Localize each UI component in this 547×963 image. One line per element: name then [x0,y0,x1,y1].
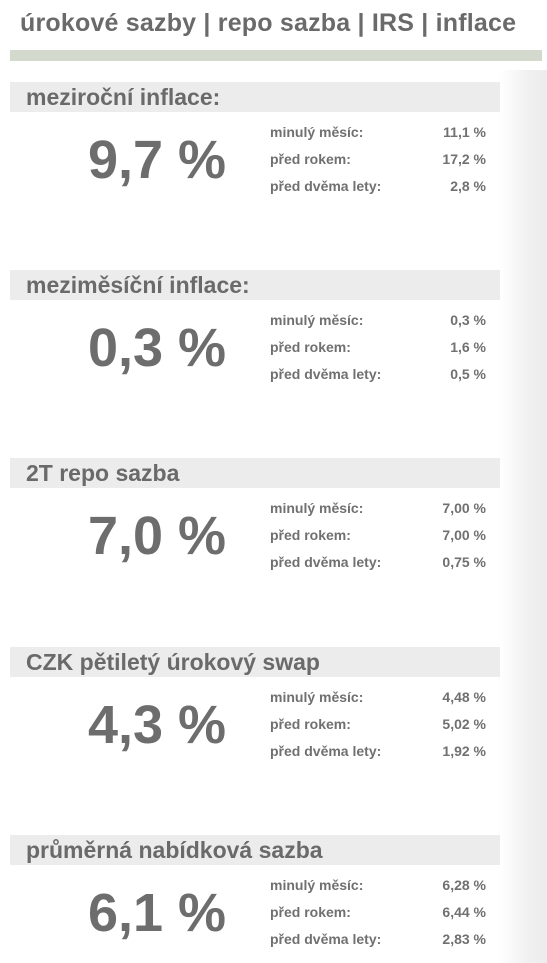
section-offer-rate: průměrná nabídková sazba 6,1 % minulý mě… [10,835,500,955]
main-value: 4,3 % [87,695,227,755]
comparison-value: 2,8 % [450,178,486,194]
section-title: CZK pětiletý úrokový swap [26,649,320,675]
comparison-row-last-month: minulý měsíc: 6,28 % [270,877,486,904]
comparison-row-two-years-ago: před dvěma lety: 2,83 % [270,931,486,958]
comparison-label: před dvěma lety: [270,366,382,382]
comparison-row-year-ago: před rokem: 1,6 % [270,339,486,366]
section-header: 2T repo sazba [10,458,500,488]
comparison-label: před rokem: [270,527,351,543]
section-repo-rate: 2T repo sazba 7,0 % minulý měsíc: 7,00 %… [10,458,500,578]
comparison-list: minulý měsíc: 7,00 % před rokem: 7,00 % … [270,500,486,581]
comparison-value: 6,44 % [442,904,486,920]
comparison-label: před dvěma lety: [270,554,382,570]
comparison-row-last-month: minulý měsíc: 4,48 % [270,689,486,716]
comparison-label: minulý měsíc: [270,124,364,140]
main-value: 7,0 % [87,506,227,566]
comparison-list: minulý měsíc: 6,28 % před rokem: 6,44 % … [270,877,486,958]
comparison-label: před rokem: [270,151,351,167]
comparison-label: minulý měsíc: [270,689,364,705]
comparison-label: před dvěma lety: [270,931,382,947]
comparison-label: před rokem: [270,339,351,355]
comparison-value: 0,3 % [450,312,486,328]
comparison-row-year-ago: před rokem: 17,2 % [270,151,486,178]
comparison-list: minulý měsíc: 4,48 % před rokem: 5,02 % … [270,689,486,770]
comparison-row-last-month: minulý měsíc: 0,3 % [270,312,486,339]
comparison-row-year-ago: před rokem: 5,02 % [270,716,486,743]
comparison-row-two-years-ago: před dvěma lety: 1,92 % [270,743,486,770]
section-title: průměrná nabídková sazba [26,837,323,863]
comparison-row-last-month: minulý měsíc: 11,1 % [270,124,486,151]
section-title: meziroční inflace: [26,84,221,110]
comparison-value: 0,5 % [450,366,486,382]
comparison-value: 7,00 % [442,527,486,543]
comparison-list: minulý měsíc: 0,3 % před rokem: 1,6 % př… [270,312,486,393]
comparison-row-year-ago: před rokem: 6,44 % [270,904,486,931]
section-header: meziroční inflace: [10,82,500,112]
comparison-label: před rokem: [270,904,351,920]
comparison-label: minulý měsíc: [270,312,364,328]
section-mom-inflation: meziměsíční inflace: 0,3 % minulý měsíc:… [10,270,500,390]
comparison-row-two-years-ago: před dvěma lety: 2,8 % [270,178,486,205]
comparison-value: 1,92 % [442,743,486,759]
section-title: 2T repo sazba [26,460,180,486]
comparison-value: 6,28 % [442,877,486,893]
section-header: CZK pětiletý úrokový swap [10,647,500,677]
right-edge-shadow [499,70,547,963]
comparison-label: minulý měsíc: [270,877,364,893]
comparison-value: 17,2 % [442,151,486,167]
comparison-label: před dvěma lety: [270,178,382,194]
section-czk-irs: CZK pětiletý úrokový swap 4,3 % minulý m… [10,647,500,767]
comparison-value: 4,48 % [442,689,486,705]
comparison-value: 5,02 % [442,716,486,732]
section-header: meziměsíční inflace: [10,270,500,300]
main-value: 6,1 % [87,883,227,943]
main-value: 9,7 % [87,130,227,190]
comparison-label: minulý měsíc: [270,500,364,516]
comparison-row-last-month: minulý měsíc: 7,00 % [270,500,486,527]
comparison-label: před dvěma lety: [270,743,382,759]
header-divider [10,50,542,61]
page-header: úrokové sazby | repo sazba | IRS | infla… [0,0,547,62]
comparison-value: 7,00 % [442,500,486,516]
comparison-value: 0,75 % [442,554,486,570]
section-title: meziměsíční inflace: [26,272,250,298]
section-yoy-inflation: meziroční inflace: 9,7 % minulý měsíc: 1… [10,82,500,202]
comparison-label: před rokem: [270,716,351,732]
comparison-value: 11,1 % [443,124,486,140]
comparison-value: 1,6 % [450,339,486,355]
page-title: úrokové sazby | repo sazba | IRS | infla… [20,9,517,37]
comparison-row-two-years-ago: před dvěma lety: 0,75 % [270,554,486,581]
main-value: 0,3 % [87,318,227,378]
comparison-row-two-years-ago: před dvěma lety: 0,5 % [270,366,486,393]
section-header: průměrná nabídková sazba [10,835,500,865]
comparison-row-year-ago: před rokem: 7,00 % [270,527,486,554]
comparison-list: minulý měsíc: 11,1 % před rokem: 17,2 % … [270,124,486,205]
comparison-value: 2,83 % [442,931,486,947]
